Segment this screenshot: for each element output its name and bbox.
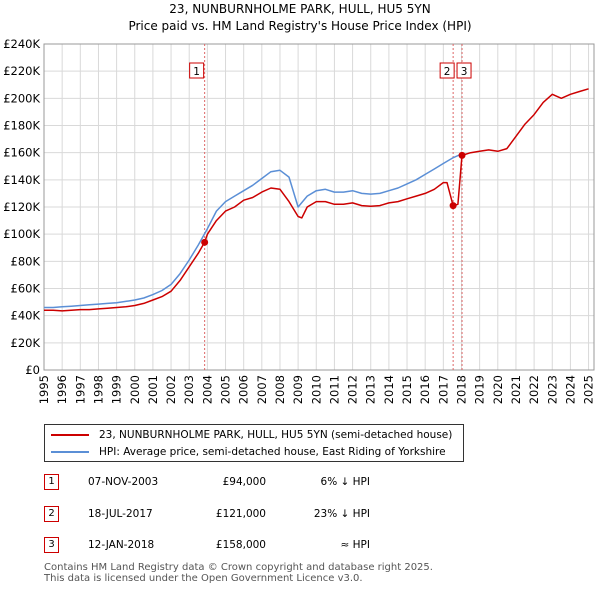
x-tick-label: 2001 xyxy=(146,375,160,404)
sale-badge-box xyxy=(439,62,455,79)
sale-point xyxy=(201,238,209,246)
sale-marker-badge: 3 xyxy=(44,537,59,553)
x-tick-label: 2024 xyxy=(563,375,577,404)
x-tick-label: 2018 xyxy=(454,375,468,404)
price-paid-line xyxy=(44,88,589,312)
sale-row: 2 18-JUL-2017 £121,000 23% ↓ HPI xyxy=(44,506,464,524)
x-tick-label: 2022 xyxy=(527,375,541,404)
x-tick-label: 2009 xyxy=(291,375,305,404)
y-tick-label: £200K xyxy=(3,91,40,105)
sale-badge-box xyxy=(456,62,472,79)
footer: Contains HM Land Registry data © Crown c… xyxy=(44,562,433,584)
x-tick-label: 2020 xyxy=(491,375,505,404)
y-tick-label: £60K xyxy=(11,282,41,296)
chart-subtitle: Price paid vs. HM Land Registry's House … xyxy=(128,19,471,33)
sale-date: 07-NOV-2003 xyxy=(88,476,159,488)
x-tick-label: 1997 xyxy=(73,375,87,404)
x-tick-label: 2023 xyxy=(545,375,559,404)
sale-price: £121,000 xyxy=(215,508,266,520)
x-tick-label: 2017 xyxy=(436,375,450,404)
chart-title: 23, NUNBURNHOLME PARK, HULL, HU5 5YN xyxy=(169,2,430,16)
plot-border xyxy=(43,43,595,371)
y-tick-label: £20K xyxy=(11,336,41,350)
y-tick-label: £80K xyxy=(11,254,41,268)
sale-row: 3 12-JAN-2018 £158,000 ≈ HPI xyxy=(44,537,464,555)
x-tick-label: 2008 xyxy=(273,375,287,404)
legend-item-price-paid: 23, NUNBURNHOLME PARK, HULL, HU5 5YN (se… xyxy=(51,427,452,443)
footer-copyright: Contains HM Land Registry data © Crown c… xyxy=(44,562,433,573)
x-tick-label: 2014 xyxy=(382,375,396,404)
sale-marker-badge: 1 xyxy=(44,474,59,490)
y-tick-label: £220K xyxy=(3,64,40,78)
sale-marker-badge: 2 xyxy=(44,506,59,522)
sale-hpi-comparison: 6% ↓ HPI xyxy=(320,476,370,488)
x-tick-label: 2012 xyxy=(346,375,360,404)
price-chart: 23, NUNBURNHOLME PARK, HULL, HU5 5YN Pri… xyxy=(3,2,596,404)
y-tick-label: £0 xyxy=(25,363,40,377)
x-tick-label: 2003 xyxy=(182,375,196,404)
x-tick-label: 2016 xyxy=(418,375,432,404)
x-tick-label: 2006 xyxy=(237,375,251,404)
x-tick-label: 1999 xyxy=(110,375,124,404)
y-tick-label: £140K xyxy=(3,173,40,187)
sale-price: £94,000 xyxy=(222,476,266,488)
sale-badge-box xyxy=(189,62,205,79)
sale-price: £158,000 xyxy=(215,539,266,551)
legend: 23, NUNBURNHOLME PARK, HULL, HU5 5YN (se… xyxy=(44,424,464,462)
y-tick-label: £100K xyxy=(3,227,40,241)
x-tick-label: 2011 xyxy=(327,375,341,404)
y-tick-label: £180K xyxy=(3,119,40,133)
x-tick-label: 2004 xyxy=(200,375,214,404)
sale-badge-label: 3 xyxy=(461,66,468,78)
legend-line-hpi xyxy=(51,451,89,453)
legend-label-price-paid: 23, NUNBURNHOLME PARK, HULL, HU5 5YN (se… xyxy=(99,429,453,441)
footer-licence: This data is licensed under the Open Gov… xyxy=(44,573,363,584)
sale-date: 12-JAN-2018 xyxy=(88,539,155,551)
sale-date: 18-JUL-2017 xyxy=(88,508,153,520)
sale-badge-label: 1 xyxy=(193,66,200,78)
y-tick-label: £240K xyxy=(3,37,40,51)
hpi-line xyxy=(44,153,462,309)
x-tick-label: 2005 xyxy=(219,375,233,404)
x-tick-label: 2007 xyxy=(255,375,269,404)
x-tick-label: 2000 xyxy=(128,375,142,404)
x-tick-label: 1998 xyxy=(91,375,105,404)
sale-hpi-comparison: 23% ↓ HPI xyxy=(313,508,370,520)
sale-point xyxy=(458,151,466,159)
legend-item-hpi: HPI: Average price, semi-detached house,… xyxy=(51,444,446,460)
x-tick-label: 2025 xyxy=(582,375,596,404)
x-tick-label: 1995 xyxy=(37,375,51,404)
legend-line-price-paid xyxy=(51,434,89,436)
sale-hpi-comparison: ≈ HPI xyxy=(340,539,370,551)
x-tick-label: 2010 xyxy=(309,375,323,404)
x-tick-label: 1996 xyxy=(55,375,69,404)
x-tick-label: 2019 xyxy=(473,375,487,404)
sale-row: 1 07-NOV-2003 £94,000 6% ↓ HPI xyxy=(44,474,464,492)
sale-point xyxy=(449,202,457,210)
legend-label-hpi: HPI: Average price, semi-detached house,… xyxy=(99,446,446,458)
x-tick-label: 2013 xyxy=(364,375,378,404)
y-tick-label: £120K xyxy=(3,200,40,214)
x-tick-label: 2002 xyxy=(164,375,178,404)
sale-badge-label: 2 xyxy=(444,66,451,78)
y-tick-label: £160K xyxy=(3,146,40,160)
y-tick-label: £40K xyxy=(11,309,41,323)
x-tick-label: 2015 xyxy=(400,375,414,404)
x-tick-label: 2021 xyxy=(509,375,523,404)
